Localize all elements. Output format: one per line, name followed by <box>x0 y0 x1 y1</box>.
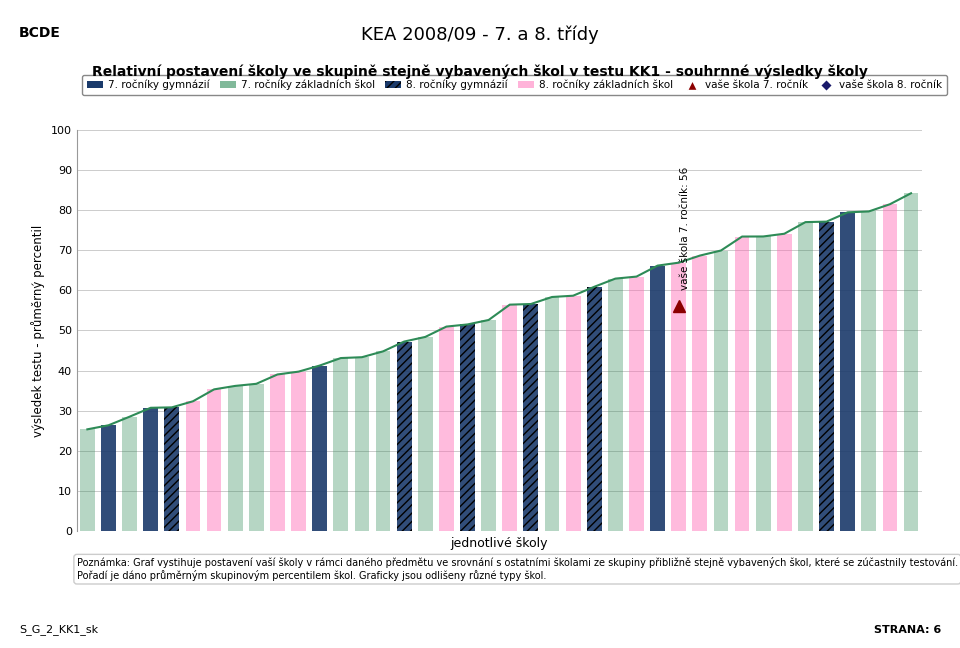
Bar <box>101 425 116 531</box>
Bar <box>270 375 285 531</box>
Bar <box>777 234 792 531</box>
Legend: 7. ročníky gymnázií, 7. ročníky základních škol, 8. ročníky gymnázií, 8. ročníky: 7. ročníky gymnázií, 7. ročníky základní… <box>82 75 948 95</box>
Text: BCDE: BCDE <box>19 26 61 40</box>
Bar <box>122 417 137 531</box>
Bar <box>481 320 496 531</box>
Bar <box>587 287 602 531</box>
Bar <box>523 304 539 531</box>
Bar <box>354 357 370 531</box>
Bar <box>903 193 919 531</box>
Bar <box>164 408 180 531</box>
X-axis label: jednotlivé školy: jednotlivé školy <box>450 537 548 550</box>
Bar <box>882 204 898 531</box>
Bar <box>565 295 581 531</box>
Bar <box>396 341 412 531</box>
Bar <box>228 386 243 531</box>
Bar <box>650 266 665 531</box>
Bar <box>206 389 222 531</box>
Text: STRANA: 6: STRANA: 6 <box>874 625 941 635</box>
Bar <box>629 277 644 531</box>
Bar <box>333 358 348 531</box>
Text: vaše škola 7. ročník: 56: vaše škola 7. ročník: 56 <box>680 167 690 290</box>
Bar <box>375 351 391 531</box>
Bar <box>608 279 623 531</box>
Bar <box>312 365 327 531</box>
Bar <box>460 325 475 531</box>
Bar <box>418 337 433 531</box>
Bar <box>502 305 517 531</box>
Bar <box>713 251 729 531</box>
Bar <box>143 408 158 531</box>
Bar <box>544 297 560 531</box>
Bar <box>692 255 708 531</box>
Bar <box>249 384 264 531</box>
Bar <box>756 237 771 531</box>
Text: KEA 2008/09 - 7. a 8. třídy: KEA 2008/09 - 7. a 8. třídy <box>361 26 599 45</box>
Bar <box>734 237 750 531</box>
Bar <box>439 327 454 531</box>
Bar <box>798 222 813 531</box>
Bar <box>185 401 201 531</box>
Bar <box>840 213 855 531</box>
Text: Poznámka: Graf vystihuje postavení vaší školy v rámci daného předmětu ve srovnán: Poznámka: Graf vystihuje postavení vaší … <box>77 557 958 581</box>
Bar <box>819 222 834 531</box>
Bar <box>861 211 876 531</box>
Y-axis label: výsledek testu - průměrný percentil: výsledek testu - průměrný percentil <box>32 224 45 437</box>
Text: S_G_2_KK1_sk: S_G_2_KK1_sk <box>19 624 98 635</box>
Text: Relativní postavení školy ve skupině stejně vybavených škol v testu KK1 - souhrn: Relativní postavení školy ve skupině ste… <box>92 65 868 79</box>
Bar <box>291 372 306 531</box>
Bar <box>671 262 686 531</box>
Bar <box>80 430 95 531</box>
